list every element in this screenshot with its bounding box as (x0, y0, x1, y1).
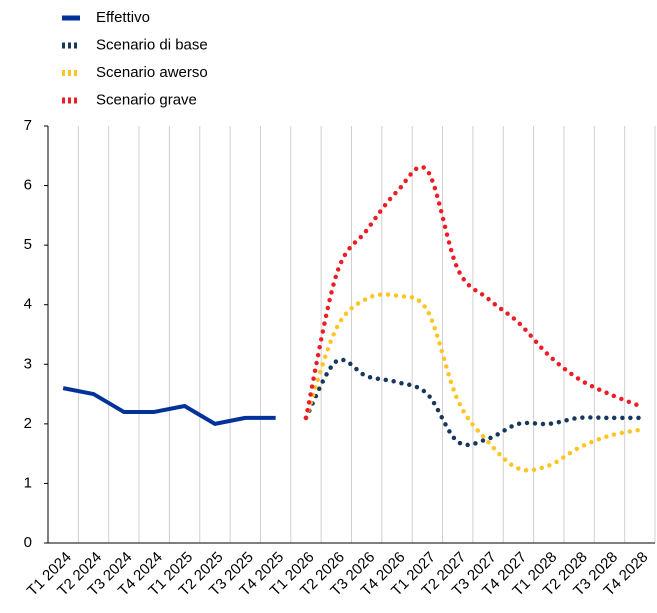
y-tick-label: 7 (24, 117, 32, 134)
y-tick-label: 4 (24, 296, 32, 313)
legend-label: Scenario grave (96, 91, 197, 108)
y-tick-label: 5 (24, 236, 32, 253)
y-tick-label: 1 (24, 474, 32, 491)
y-tick-label: 6 (24, 177, 32, 194)
series-line (62, 386, 276, 426)
legend-label: Scenario di base (96, 36, 208, 53)
y-tick-label: 0 (24, 534, 32, 551)
series-line (303, 164, 643, 421)
legend-label: Scenario awerso (96, 64, 208, 81)
legend-label: Effettivo (96, 9, 150, 26)
y-tick-label: 3 (24, 355, 32, 372)
series-line (303, 292, 643, 473)
series-line (303, 357, 643, 448)
y-tick-label: 2 (24, 415, 32, 432)
